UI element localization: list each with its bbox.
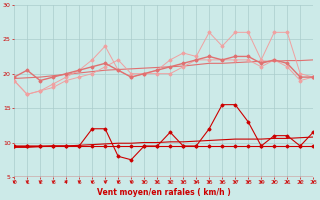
X-axis label: Vent moyen/en rafales ( km/h ): Vent moyen/en rafales ( km/h ) bbox=[97, 188, 230, 197]
